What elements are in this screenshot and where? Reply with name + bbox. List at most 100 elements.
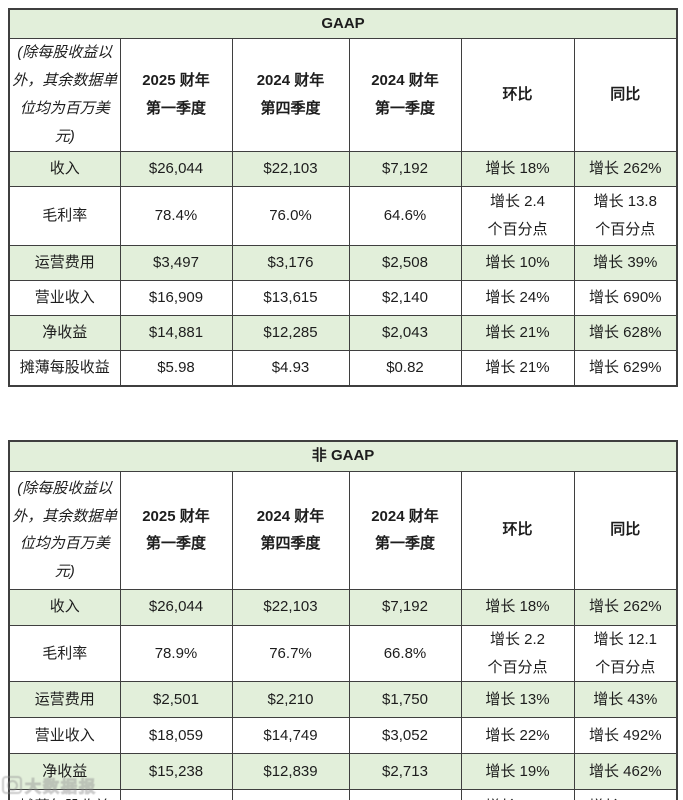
cell-value: 增长 24%: [460, 279, 575, 316]
table-row: 净收益 $15,238 $12,839 $2,713 增长 19% 增长 462…: [8, 753, 678, 791]
row-label: 摊薄每股收益: [8, 789, 121, 800]
table-row: 摊薄每股收益 $5.98 $4.93 $0.82 增长 21% 增长 629%: [8, 349, 678, 387]
cell-value: 增长 629%: [573, 349, 678, 387]
cell-value: $5.16: [231, 789, 350, 800]
cell-value: $1.09: [348, 789, 462, 800]
column-header: 环比: [460, 37, 575, 152]
table-row: 营业收入 $16,909 $13,615 $2,140 增长 24% 增长 69…: [8, 279, 678, 316]
table-row: 收入 $26,044 $22,103 $7,192 增长 18% 增长 262%: [8, 588, 678, 626]
column-header: 2024 财年 第一季度: [348, 470, 462, 590]
table-title: GAAP: [8, 8, 678, 39]
cell-value: $4.93: [231, 349, 350, 387]
cell-value: $2,501: [119, 681, 233, 719]
cell-value: $2,713: [348, 753, 462, 791]
cell-value: 增长 628%: [573, 314, 678, 351]
cell-value: 78.9%: [119, 624, 233, 683]
cell-value: $18,059: [119, 717, 233, 755]
cell-value: 增长 10%: [460, 244, 575, 281]
cell-value: $7,192: [348, 588, 462, 626]
column-header: 2024 财年 第四季度: [231, 37, 350, 152]
table-row: 运营费用 $2,501 $2,210 $1,750 增长 13% 增长 43%: [8, 681, 678, 719]
table-row: 摊薄每股收益 $6.12 $5.16 $1.09 增长 19% 增长 461%: [8, 789, 678, 800]
row-label: 运营费用: [8, 681, 121, 719]
row-label: 运营费用: [8, 244, 121, 281]
cell-value: $13,615: [231, 279, 350, 316]
row-label: 毛利率: [8, 624, 121, 683]
cell-value: $5.98: [119, 349, 233, 387]
column-header: 2025 财年 第一季度: [119, 470, 233, 590]
row-label: 收入: [8, 588, 121, 626]
table-title: 非 GAAP: [8, 440, 678, 472]
cell-value: 增长 18%: [460, 588, 575, 626]
column-header: 2024 财年 第四季度: [231, 470, 350, 590]
cell-value: $2,508: [348, 244, 462, 281]
table-header-row: (除每股收益以外，其余数据单位均为百万美元) 2025 财年 第一季度 2024…: [8, 37, 678, 152]
cell-value: $0.82: [348, 349, 462, 387]
table-row: 毛利率 78.4% 76.0% 64.6% 增长 2.4 个百分点 增长 13.…: [8, 185, 678, 246]
row-label: 摊薄每股收益: [8, 349, 121, 387]
row-label: 营业收入: [8, 717, 121, 755]
cell-value: 增长 18%: [460, 150, 575, 187]
cell-value: $3,052: [348, 717, 462, 755]
cell-value: $15,238: [119, 753, 233, 791]
non-gaap-table: 非 GAAP (除每股收益以外，其余数据单位均为百万美元) 2025 财年 第一…: [8, 439, 679, 800]
row-label: 净收益: [8, 753, 121, 791]
column-header: 环比: [460, 470, 575, 590]
cell-value: $3,176: [231, 244, 350, 281]
cell-value: 增长 461%: [573, 789, 678, 800]
column-header: 2024 财年 第一季度: [348, 37, 462, 152]
cell-value: $26,044: [119, 588, 233, 626]
cell-value: 76.7%: [231, 624, 350, 683]
column-header: 2025 财年 第一季度: [119, 37, 233, 152]
table-row: 运营费用 $3,497 $3,176 $2,508 增长 10% 增长 39%: [8, 244, 678, 281]
cell-value: $22,103: [231, 150, 350, 187]
cell-value: 64.6%: [348, 185, 462, 246]
column-header: 同比: [573, 37, 678, 152]
cell-value: 76.0%: [231, 185, 350, 246]
table-header-row: (除每股收益以外，其余数据单位均为百万美元) 2025 财年 第一季度 2024…: [8, 470, 678, 590]
row-label: 收入: [8, 150, 121, 187]
tables-gap: [8, 387, 675, 440]
table-row: 收入 $26,044 $22,103 $7,192 增长 18% 增长 262%: [8, 150, 678, 187]
cell-value: $7,192: [348, 150, 462, 187]
cell-value: 增长 21%: [460, 314, 575, 351]
cell-value: $1,750: [348, 681, 462, 719]
unit-note: (除每股收益以外，其余数据单位均为百万美元): [8, 37, 121, 152]
cell-value: $22,103: [231, 588, 350, 626]
cell-value: 增长 22%: [460, 717, 575, 755]
cell-value: 78.4%: [119, 185, 233, 246]
table-title-row: 非 GAAP: [8, 440, 678, 472]
cell-value: 增长 462%: [573, 753, 678, 791]
cell-value: $6.12: [119, 789, 233, 800]
cell-value: 增长 13%: [460, 681, 575, 719]
cell-value: 增长 262%: [573, 588, 678, 626]
gaap-table: GAAP (除每股收益以外，其余数据单位均为百万美元) 2025 财年 第一季度…: [8, 8, 679, 387]
cell-value: 增长 19%: [460, 789, 575, 800]
table-title-row: GAAP: [8, 8, 678, 39]
cell-value: $2,210: [231, 681, 350, 719]
table-row: 净收益 $14,881 $12,285 $2,043 增长 21% 增长 628…: [8, 314, 678, 351]
cell-value: 增长 43%: [573, 681, 678, 719]
cell-value: $26,044: [119, 150, 233, 187]
cell-value: 增长 39%: [573, 244, 678, 281]
cell-value: $14,881: [119, 314, 233, 351]
row-label: 营业收入: [8, 279, 121, 316]
cell-value: 66.8%: [348, 624, 462, 683]
cell-value: 增长 690%: [573, 279, 678, 316]
cell-value: $3,497: [119, 244, 233, 281]
table-row: 毛利率 78.9% 76.7% 66.8% 增长 2.2 个百分点 增长 12.…: [8, 624, 678, 683]
table-row: 营业收入 $18,059 $14,749 $3,052 增长 22% 增长 49…: [8, 717, 678, 755]
cell-value: 增长 13.8 个百分点: [573, 185, 678, 246]
cell-value: 增长 19%: [460, 753, 575, 791]
cell-value: $14,749: [231, 717, 350, 755]
cell-value: 增长 12.1 个百分点: [573, 624, 678, 683]
cell-value: $12,839: [231, 753, 350, 791]
cell-value: 增长 2.2 个百分点: [460, 624, 575, 683]
row-label: 毛利率: [8, 185, 121, 246]
cell-value: 增长 262%: [573, 150, 678, 187]
row-label: 净收益: [8, 314, 121, 351]
cell-value: $2,140: [348, 279, 462, 316]
unit-note: (除每股收益以外，其余数据单位均为百万美元): [8, 470, 121, 590]
cell-value: $16,909: [119, 279, 233, 316]
